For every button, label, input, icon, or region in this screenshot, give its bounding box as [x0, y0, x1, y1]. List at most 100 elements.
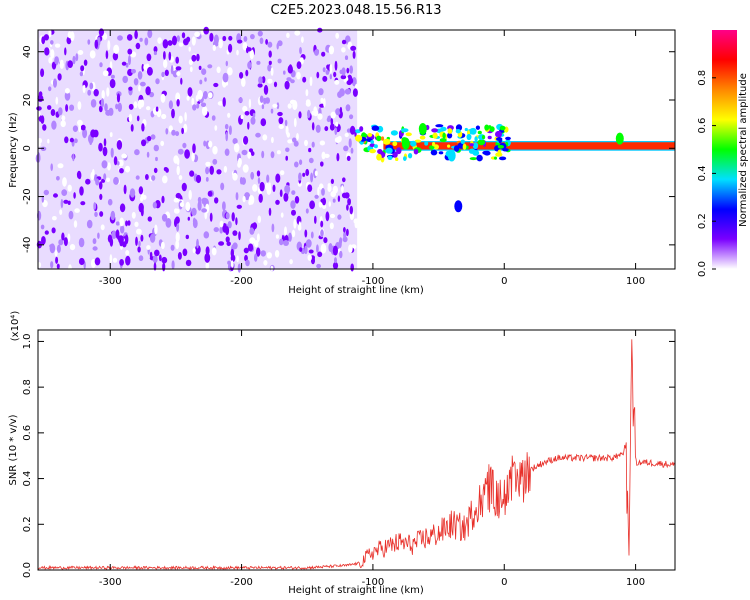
noise-speckle	[228, 35, 233, 41]
noise-speckle	[316, 71, 320, 79]
x-tick-label: 100	[626, 577, 645, 588]
noise-speckle	[268, 50, 272, 58]
snr-frame	[37, 329, 676, 571]
colorbar-tick-label: 0.0	[697, 261, 708, 277]
noise-speckle	[181, 182, 187, 192]
signal-blob	[495, 141, 501, 147]
noise-speckle	[145, 174, 149, 180]
noise-speckle	[209, 165, 214, 175]
y-tick-label: 0.0	[22, 562, 33, 578]
signal-blob	[477, 130, 482, 135]
y-tick-label: 1.0	[22, 333, 33, 349]
signal-blob	[472, 142, 479, 150]
noise-speckle	[209, 32, 214, 42]
noise-speckle	[165, 218, 172, 228]
noise-speckle	[184, 149, 191, 159]
noise-speckle	[57, 73, 62, 81]
x-tick-label: 0	[501, 577, 507, 588]
noise-speckle	[184, 112, 187, 122]
noise-speckle	[293, 219, 297, 229]
noise-speckle	[153, 167, 158, 174]
noise-speckle	[349, 114, 354, 120]
noise-speckle	[332, 262, 339, 270]
noise-speckle	[266, 174, 270, 183]
noise-speckle	[110, 210, 116, 221]
noise-speckle	[161, 256, 168, 264]
noise-speckle	[304, 245, 308, 255]
noise-speckle	[250, 151, 255, 157]
noise-speckle	[242, 105, 248, 112]
noise-speckle	[257, 30, 263, 37]
noise-speckle	[50, 261, 54, 269]
noise-speckle	[103, 173, 107, 181]
noise-speckle	[90, 129, 96, 138]
noise-speckle	[180, 77, 183, 85]
noise-speckle	[185, 201, 191, 212]
noise-speckle	[276, 150, 281, 155]
noise-speckle	[294, 30, 301, 36]
noise-speckle	[254, 253, 258, 262]
snr-y-ticks: 0.0 0.2 0.4 0.6 0.8 1.0	[22, 333, 675, 578]
signal-blob	[432, 132, 438, 139]
spectrogram-marks	[35, 26, 675, 273]
x-tick-label: 0	[501, 276, 507, 287]
noise-speckle	[214, 125, 218, 131]
noise-speckle	[308, 147, 312, 153]
signal-blob	[462, 143, 467, 150]
noise-speckle	[120, 225, 125, 234]
noise-speckle	[307, 254, 312, 261]
noise-speckle	[243, 247, 249, 254]
noise-speckle	[242, 164, 249, 173]
signal-blob	[447, 132, 453, 139]
signal-blob	[455, 129, 461, 134]
noise-speckle	[339, 88, 345, 97]
noise-speckle	[192, 217, 196, 225]
noise-speckle	[186, 95, 190, 101]
noise-speckle	[314, 170, 318, 177]
noise-speckle	[191, 97, 195, 106]
noise-speckle	[90, 258, 96, 268]
noise-speckle	[116, 140, 123, 150]
noise-speckle	[176, 35, 180, 42]
signal-blob	[385, 147, 393, 154]
noise-speckle	[309, 76, 313, 87]
noise-speckle	[323, 98, 326, 108]
noise-speckle	[344, 132, 349, 138]
noise-speckle	[201, 208, 208, 213]
signal-blob	[469, 157, 478, 161]
x-tick-label: -100	[362, 276, 385, 287]
noise-speckle	[176, 99, 180, 107]
noise-speckle	[40, 115, 45, 124]
signal-blob	[376, 153, 382, 161]
signal-blob	[475, 125, 480, 130]
y-tick-label: 0.2	[22, 516, 33, 532]
noise-speckle	[100, 98, 105, 108]
noise-speckle	[346, 155, 351, 161]
colorbar: 0.0 0.2 0.4 0.6 0.8 Normalized spectral ampl…	[697, 30, 749, 277]
noise-speckle	[56, 244, 61, 253]
noise-speckle	[275, 199, 280, 205]
signal-blob	[440, 126, 447, 132]
noise-speckle	[171, 260, 175, 270]
noise-speckle	[167, 40, 173, 46]
noise-speckle	[343, 231, 347, 239]
noise-speckle	[291, 229, 296, 238]
noise-speckle	[191, 207, 197, 216]
noise-speckle	[98, 181, 103, 190]
noise-speckle	[305, 89, 309, 97]
noise-speckle	[299, 159, 303, 165]
noise-speckle	[158, 254, 162, 262]
noise-speckle	[131, 69, 136, 74]
noise-speckle	[217, 101, 224, 106]
noise-speckle	[146, 106, 151, 111]
noise-speckle	[161, 213, 168, 222]
noise-speckle	[316, 263, 321, 269]
noise-speckle	[168, 125, 173, 133]
noise-speckle	[235, 192, 239, 201]
noise-speckle	[51, 120, 57, 130]
noise-speckle	[95, 178, 100, 186]
noise-speckle	[243, 135, 249, 145]
noise-speckle	[55, 256, 59, 264]
noise-speckle	[278, 124, 284, 129]
noise-speckle	[249, 237, 256, 244]
